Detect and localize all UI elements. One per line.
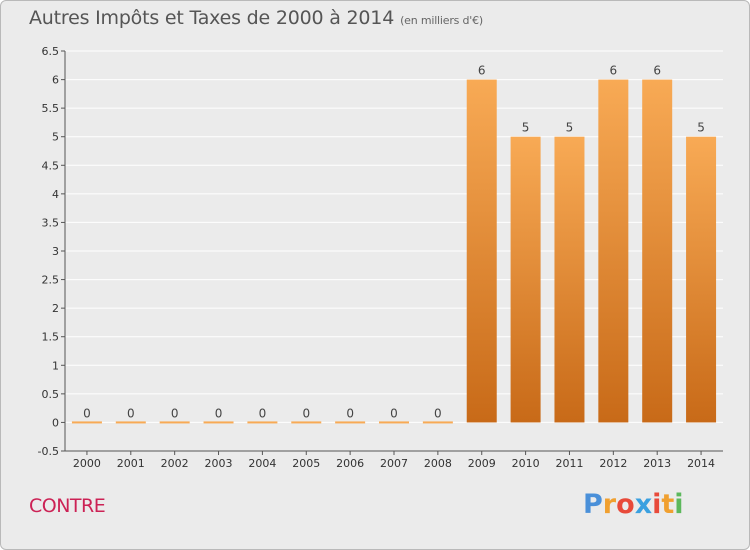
y-tick-label: 4.5 xyxy=(42,159,60,172)
logo-letter: r xyxy=(602,489,617,520)
title-unit: (en milliers d'€) xyxy=(400,14,483,27)
logo-letter: o xyxy=(616,489,635,520)
y-tick-label: 0.5 xyxy=(42,388,60,401)
data-label: 0 xyxy=(434,406,442,420)
y-tick-label: 6.5 xyxy=(42,45,60,58)
data-label: 0 xyxy=(83,406,91,420)
x-tick-label: 2009 xyxy=(468,457,496,470)
bar xyxy=(291,421,322,424)
y-tick-label: 4 xyxy=(52,188,59,201)
bar xyxy=(71,421,102,424)
y-tick-label: 0 xyxy=(52,416,59,429)
bar xyxy=(598,79,629,423)
logo-letter: i xyxy=(652,489,662,520)
x-tick-label: 2012 xyxy=(599,457,627,470)
x-tick-label: 2010 xyxy=(512,457,540,470)
x-tick-label: 2001 xyxy=(117,457,145,470)
y-tick-label: 5 xyxy=(52,131,59,144)
logo-letter: i xyxy=(674,489,684,520)
y-tick-label: 3 xyxy=(52,245,59,258)
x-tick-label: 2002 xyxy=(161,457,189,470)
bar xyxy=(466,79,497,423)
bar xyxy=(686,136,717,423)
data-label: 0 xyxy=(215,406,223,420)
data-label: 6 xyxy=(610,64,618,78)
bar xyxy=(115,421,146,424)
bar xyxy=(422,421,453,424)
data-label: 6 xyxy=(478,64,486,78)
x-tick-label: 2000 xyxy=(73,457,101,470)
bar xyxy=(510,136,541,423)
bar xyxy=(247,421,278,424)
data-label: 5 xyxy=(566,121,574,135)
chart-title: Autres Impôts et Taxes de 2000 à 2014 (en… xyxy=(29,7,483,29)
data-label: 0 xyxy=(302,406,310,420)
x-tick-label: 2005 xyxy=(292,457,320,470)
x-tick-label: 2013 xyxy=(643,457,671,470)
title-text: Autres Impôts et Taxes de 2000 à 2014 xyxy=(29,7,395,29)
y-tick-label: 1 xyxy=(52,359,59,372)
x-tick-label: 2014 xyxy=(687,457,715,470)
y-tick-label: 2 xyxy=(52,302,59,315)
x-tick-label: 2004 xyxy=(248,457,276,470)
data-label: 0 xyxy=(171,406,179,420)
logo-letter: x xyxy=(634,489,653,520)
bar xyxy=(379,421,409,424)
data-label: 6 xyxy=(653,64,661,78)
x-tick-label: 2011 xyxy=(555,457,583,470)
y-tick-label: 3.5 xyxy=(42,216,60,229)
bar xyxy=(642,79,673,423)
x-tick-label: 2007 xyxy=(380,457,408,470)
logo-letter: P xyxy=(583,489,603,520)
data-label: 0 xyxy=(390,406,398,420)
data-label: 5 xyxy=(522,121,530,135)
data-label: 5 xyxy=(697,121,705,135)
commune-name: CONTRE xyxy=(29,495,106,517)
y-tick-label: -0.5 xyxy=(38,445,59,458)
proxiti-logo: Proxiti xyxy=(583,489,684,520)
y-tick-label: 2.5 xyxy=(42,274,60,287)
data-label: 0 xyxy=(259,406,267,420)
data-label: 0 xyxy=(127,406,135,420)
x-tick-label: 2003 xyxy=(205,457,233,470)
bar xyxy=(203,421,234,424)
bar xyxy=(159,421,190,424)
logo-letter: t xyxy=(661,489,675,520)
y-tick-label: 5.5 xyxy=(42,102,60,115)
bar xyxy=(335,421,366,424)
y-tick-label: 1.5 xyxy=(42,331,60,344)
bar xyxy=(554,136,585,423)
data-label: 0 xyxy=(346,406,354,420)
x-tick-label: 2008 xyxy=(424,457,452,470)
y-tick-label: 6 xyxy=(52,74,59,87)
x-tick-label: 2006 xyxy=(336,457,364,470)
